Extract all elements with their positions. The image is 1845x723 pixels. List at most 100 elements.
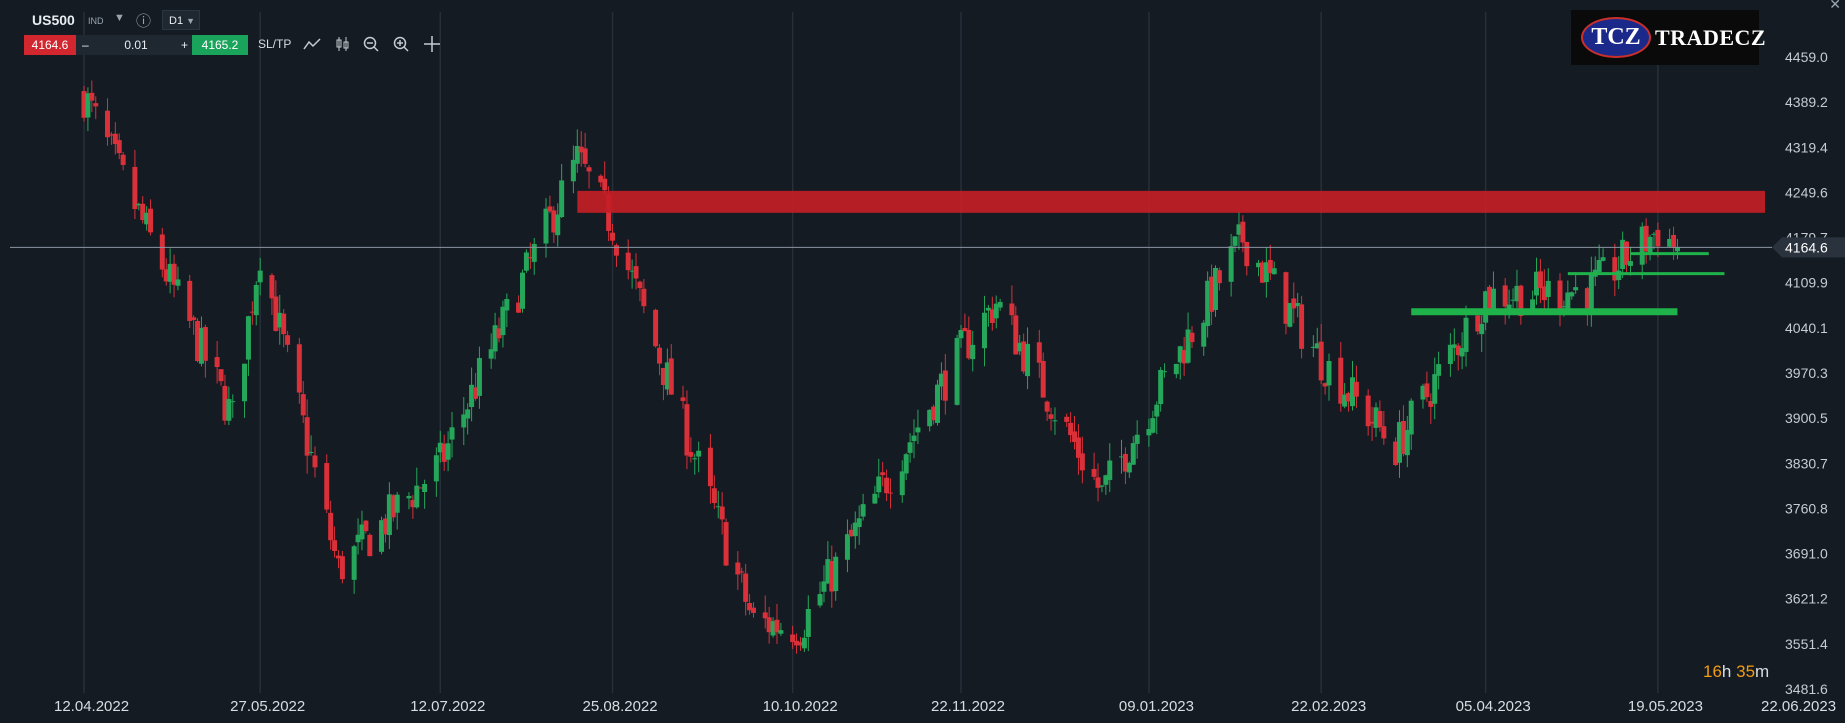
candle: [167, 248, 173, 294]
candle: [1212, 265, 1218, 317]
candle: [578, 131, 584, 167]
candle-body: [543, 208, 549, 244]
candle: [1326, 353, 1332, 401]
candle: [195, 318, 201, 363]
candle-body: [1236, 224, 1242, 235]
candle-body: [1596, 259, 1602, 273]
candle-body: [382, 518, 388, 535]
buy-button[interactable]: 4165.2: [192, 35, 248, 55]
chevron-down-icon: ▼: [186, 16, 195, 26]
candle-body: [253, 284, 259, 316]
candle-body: [273, 296, 279, 331]
candle: [794, 633, 800, 654]
candle-body: [582, 148, 588, 164]
candle: [1436, 351, 1442, 390]
quantity-stepper[interactable]: – 0.01 +: [76, 35, 196, 55]
candle: [1667, 228, 1673, 247]
candle: [1201, 319, 1207, 356]
candle: [555, 203, 561, 247]
candle-body: [379, 520, 385, 552]
candle: [915, 409, 921, 445]
candle-body: [108, 134, 114, 136]
candle-body: [637, 281, 643, 289]
candle-body: [774, 619, 780, 633]
candle-body: [1534, 271, 1540, 296]
zoom-out-icon[interactable]: [362, 35, 380, 53]
candle-body: [970, 344, 976, 360]
candle: [93, 96, 99, 120]
candle-body: [1557, 280, 1563, 310]
quantity-value[interactable]: 0.01: [124, 38, 148, 52]
candle: [81, 85, 87, 122]
symbol-label[interactable]: US500: [32, 12, 75, 28]
candle-body: [555, 214, 561, 236]
candle-body: [136, 203, 142, 206]
candle: [1068, 412, 1074, 443]
candle-body: [1048, 414, 1054, 419]
candle-body: [844, 534, 850, 560]
candle: [1584, 287, 1590, 326]
candle: [696, 441, 702, 473]
candle: [296, 337, 302, 404]
candle-body: [962, 327, 968, 332]
candle-body: [1173, 363, 1179, 375]
candle: [198, 316, 204, 367]
increase-button[interactable]: +: [180, 38, 188, 52]
candle-body: [449, 427, 455, 440]
candle: [1338, 341, 1344, 412]
candle: [653, 308, 659, 348]
candle-body: [1620, 239, 1626, 269]
candle: [1346, 391, 1352, 412]
candle: [688, 437, 694, 463]
timeframe-select[interactable]: D1 ▼: [162, 10, 200, 30]
candle-body: [794, 640, 800, 646]
candle: [1075, 424, 1081, 475]
candle: [1154, 401, 1160, 435]
close-icon[interactable]: ✕: [1829, 0, 1841, 12]
candle-body: [1616, 270, 1622, 281]
candle: [351, 544, 357, 594]
candle: [1134, 420, 1140, 459]
candle: [903, 452, 909, 481]
candle: [1624, 241, 1630, 274]
line-chart-icon[interactable]: [302, 36, 322, 52]
info-icon[interactable]: ⓘ: [136, 13, 152, 30]
candle: [1639, 222, 1645, 280]
candle-body: [1487, 286, 1493, 309]
candle: [551, 206, 557, 244]
decrease-button[interactable]: –: [82, 38, 89, 52]
candle-body: [504, 299, 510, 311]
candle: [1256, 259, 1262, 277]
candle: [1162, 363, 1168, 378]
candle: [993, 295, 999, 329]
y-tick-label: 3760.8: [1785, 500, 1828, 516]
candle-body: [1541, 286, 1547, 301]
candle: [911, 419, 917, 459]
candle: [175, 266, 181, 291]
candle-body: [1259, 262, 1265, 283]
candle-body: [1189, 332, 1195, 343]
chevron-down-icon[interactable]: ▼: [114, 12, 125, 24]
candle: [1236, 210, 1242, 250]
candle: [89, 80, 95, 113]
zoom-in-icon[interactable]: [392, 35, 410, 53]
candle-body: [696, 450, 702, 457]
candle: [312, 446, 318, 478]
candle-body: [1490, 288, 1496, 311]
candles-icon[interactable]: [334, 35, 352, 53]
sell-button[interactable]: 4164.6: [24, 35, 76, 55]
crosshair-icon[interactable]: [423, 35, 441, 53]
candle-body: [140, 203, 146, 221]
candle: [245, 315, 251, 376]
candle: [132, 149, 138, 220]
candle: [942, 354, 948, 415]
candle: [1064, 413, 1070, 427]
candle-body: [328, 512, 334, 541]
candle-body: [1338, 357, 1344, 404]
candle: [1396, 410, 1402, 478]
candle-body: [997, 301, 1003, 308]
candle: [406, 492, 412, 510]
candle: [1400, 405, 1406, 457]
sltp-button[interactable]: SL/TP: [258, 37, 292, 51]
